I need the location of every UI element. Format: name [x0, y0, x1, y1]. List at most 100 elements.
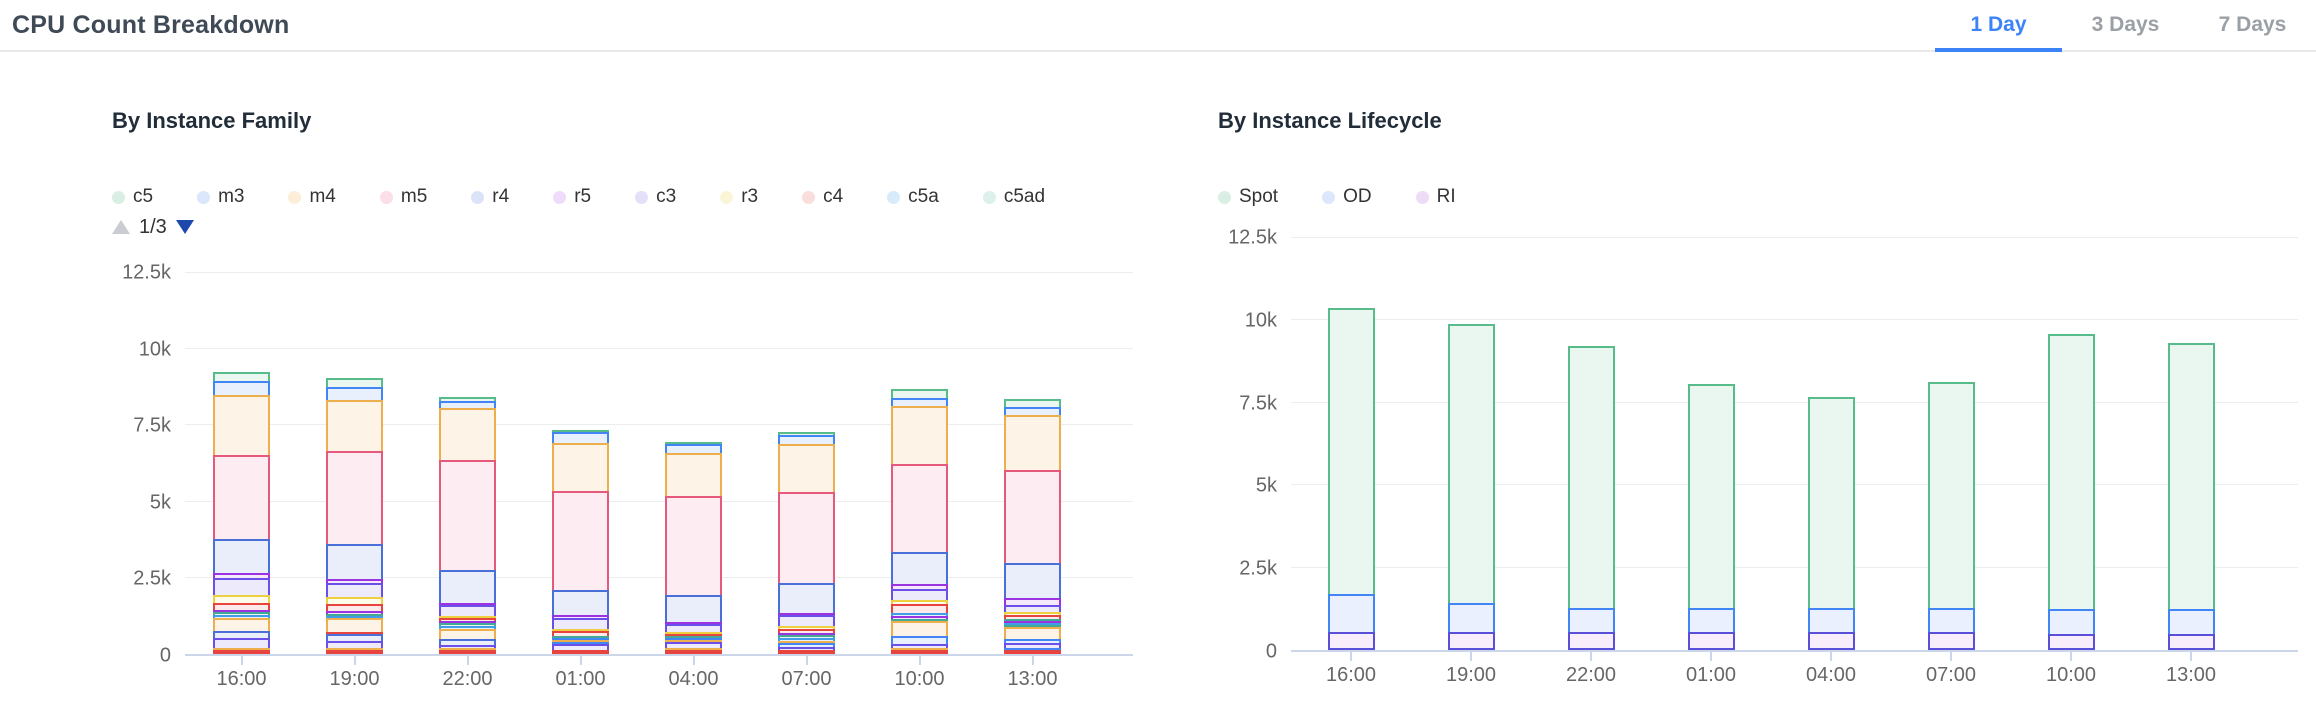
bar-01:00[interactable] — [552, 429, 609, 654]
bar-segment-SP[interactable] — [1687, 383, 1735, 610]
bar-segment-SP[interactable] — [1567, 345, 1615, 610]
bar-segment-P[interactable] — [326, 451, 383, 546]
bar-segment-OD[interactable] — [2167, 609, 2215, 636]
bar-13:00[interactable] — [2167, 342, 2215, 650]
tab-3-days[interactable]: 3 Days — [2091, 13, 2160, 36]
bar-segment-A[interactable] — [439, 408, 496, 462]
legend-item-r5[interactable]: r5 — [553, 186, 591, 208]
legend-item-OD[interactable]: OD — [1322, 186, 1372, 208]
bar-segment-A[interactable] — [665, 453, 722, 498]
bar-segment-RI[interactable] — [2167, 633, 2215, 650]
bar-22:00[interactable] — [1567, 345, 1615, 650]
x-slot: 07:00 — [1891, 652, 2011, 687]
bar-segment-R[interactable] — [439, 650, 496, 654]
legend-swatch-c5a — [887, 190, 901, 204]
bar-segment-R[interactable] — [1004, 650, 1061, 654]
bar-segment-RI[interactable] — [1807, 631, 1855, 650]
bar-segment-P[interactable] — [439, 459, 496, 573]
bar-04:00[interactable] — [1807, 396, 1855, 650]
bar-07:00[interactable] — [1927, 382, 1975, 650]
bar-segment-RI[interactable] — [1927, 631, 1975, 650]
bar-segment-RI[interactable] — [1447, 631, 1495, 650]
bar-segment-SP[interactable] — [1927, 382, 1975, 610]
legend-label: m5 — [400, 186, 428, 207]
bar-segment-RI[interactable] — [1567, 631, 1615, 650]
bar-19:00[interactable] — [326, 378, 383, 654]
bar-segment-I[interactable] — [1004, 562, 1061, 601]
bar-segment-I[interactable] — [213, 539, 270, 576]
bar-segment-R[interactable] — [213, 650, 270, 654]
bar-segment-RI[interactable] — [1327, 631, 1375, 650]
bar-10:00[interactable] — [891, 389, 948, 654]
bar-segment-A[interactable] — [213, 394, 270, 458]
legend-item-r3[interactable]: r3 — [720, 186, 758, 208]
bar-segment-RI[interactable] — [1687, 631, 1735, 650]
bar-segment-OD[interactable] — [1327, 594, 1375, 634]
legend-item-c3[interactable]: c3 — [635, 186, 676, 208]
bar-segment-OD[interactable] — [1927, 607, 1975, 634]
bar-segment-RI[interactable] — [2047, 633, 2095, 650]
bar-01:00[interactable] — [1687, 383, 1735, 650]
legend-item-m4[interactable]: m4 — [288, 186, 336, 208]
legend-item-RI[interactable]: RI — [1415, 186, 1456, 208]
legend-item-c5[interactable]: c5 — [112, 186, 153, 208]
bar-segment-I[interactable] — [326, 543, 383, 582]
legend-next-button[interactable] — [175, 220, 194, 234]
legend-label: OD — [1343, 186, 1372, 207]
bar-segment-P[interactable] — [665, 495, 722, 598]
bar-segment-SP[interactable] — [2167, 342, 2215, 612]
bar-segment-P[interactable] — [552, 490, 609, 592]
bar-segment-A[interactable] — [778, 444, 835, 494]
bar-segment-A[interactable] — [552, 443, 609, 493]
bar-segment-SP[interactable] — [1447, 324, 1495, 605]
tab-1-day[interactable]: 1 Day — [1935, 0, 2062, 52]
tab-7-days[interactable]: 7 Days — [2218, 13, 2287, 36]
bar-segment-R[interactable] — [891, 649, 948, 654]
bar-segment-R[interactable] — [778, 649, 835, 654]
bar-13:00[interactable] — [1004, 398, 1061, 654]
bar-19:00[interactable] — [1447, 324, 1495, 650]
legend-swatch-m5 — [379, 190, 393, 204]
bar-segment-OD[interactable] — [2047, 609, 2095, 636]
legend-item-r4[interactable]: r4 — [471, 186, 509, 208]
bar-segment-P[interactable] — [213, 455, 270, 542]
bar-segment-OD[interactable] — [1807, 607, 1855, 634]
bar-segment-I[interactable] — [778, 583, 835, 616]
bar-04:00[interactable] — [665, 441, 722, 654]
bar-segment-I[interactable] — [891, 551, 948, 586]
bar-segment-P[interactable] — [891, 463, 948, 554]
legend-item-c5a[interactable]: c5a — [887, 186, 939, 208]
bar-22:00[interactable] — [439, 397, 496, 654]
bar-segment-P[interactable] — [778, 491, 835, 586]
legend-label: r5 — [574, 186, 592, 207]
bar-segment-SP[interactable] — [2047, 334, 2095, 612]
y-axis-label: 5k — [1255, 474, 1277, 497]
bar-segment-OD[interactable] — [1567, 607, 1615, 634]
bar-segment-I[interactable] — [439, 570, 496, 606]
bar-segment-SP[interactable] — [1327, 307, 1375, 597]
bar-segment-A[interactable] — [1004, 414, 1061, 472]
legend-label: RI — [1436, 186, 1456, 207]
bar-segment-P[interactable] — [1004, 469, 1061, 565]
bar-16:00[interactable] — [213, 371, 270, 654]
legend-item-Spot[interactable]: Spot — [1218, 186, 1278, 208]
bar-segment-R[interactable] — [665, 650, 722, 654]
bar-segment-SP[interactable] — [1807, 396, 1855, 610]
legend-item-c4[interactable]: c4 — [802, 186, 843, 208]
legend-item-m3[interactable]: m3 — [197, 186, 244, 208]
bar-segment-I[interactable] — [552, 589, 609, 618]
bar-segment-OD[interactable] — [1687, 607, 1735, 634]
bar-segment-A[interactable] — [326, 400, 383, 454]
y-axis-label: 12.5k — [122, 261, 171, 284]
bar-16:00[interactable] — [1327, 307, 1375, 650]
legend-item-m5[interactable]: m5 — [379, 186, 428, 208]
legend-item-c5ad[interactable]: c5ad — [982, 186, 1045, 208]
bar-segment-OD[interactable] — [1447, 602, 1495, 634]
bar-10:00[interactable] — [2047, 334, 2095, 650]
bar-segment-A[interactable] — [891, 406, 948, 466]
bar-segment-R[interactable] — [552, 649, 609, 654]
bar-segment-R[interactable] — [326, 650, 383, 654]
legend-prev-button[interactable] — [112, 220, 130, 234]
bar-07:00[interactable] — [778, 432, 835, 654]
bar-segment-I[interactable] — [665, 595, 722, 625]
